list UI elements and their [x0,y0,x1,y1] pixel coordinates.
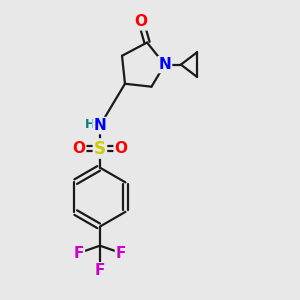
Text: F: F [74,246,84,261]
Text: S: S [94,140,106,158]
Text: O: O [72,141,85,156]
Text: F: F [95,263,105,278]
Text: O: O [135,14,148,29]
Text: H: H [85,118,96,130]
Text: O: O [115,141,128,156]
Text: N: N [158,57,171,72]
Text: F: F [116,246,126,261]
Text: N: N [94,118,106,133]
